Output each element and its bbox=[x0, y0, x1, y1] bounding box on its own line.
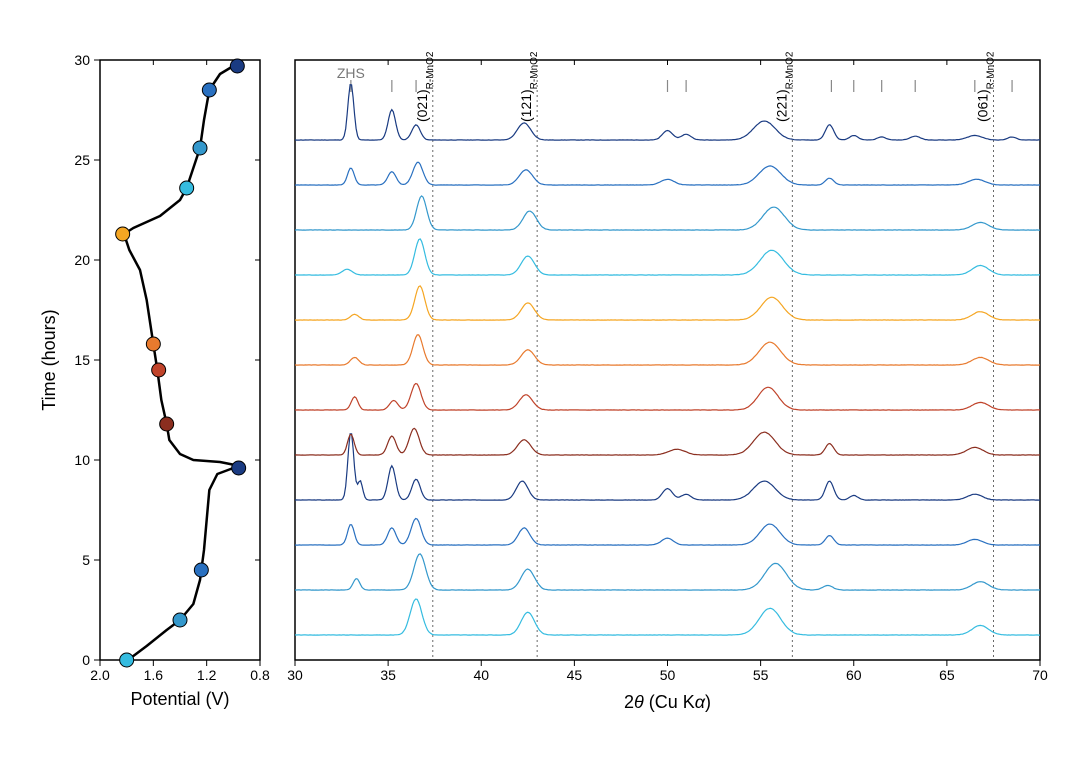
time-marker bbox=[116, 227, 130, 241]
ytick-label: 10 bbox=[74, 452, 90, 468]
ytick-label: 5 bbox=[82, 552, 90, 568]
xrd-trace bbox=[295, 286, 1040, 320]
xrd-trace bbox=[295, 428, 1040, 455]
reflection-label: (221)R-MnO2 bbox=[773, 51, 795, 122]
xlabel: 2θ (Cu Kα) bbox=[624, 692, 711, 712]
zhs-label: ZHS bbox=[337, 65, 365, 81]
xrd-trace bbox=[295, 85, 1040, 140]
time-marker bbox=[146, 337, 160, 351]
xrd-trace bbox=[295, 196, 1040, 230]
xrd-trace bbox=[295, 554, 1040, 590]
xtick-label: 60 bbox=[846, 667, 862, 683]
time-marker bbox=[152, 363, 166, 377]
time-marker bbox=[232, 461, 246, 475]
left-panel: 0 5 10 15 20 25 30 2.0 1.6 1.2 0.8 Potential (V) Tim… bbox=[39, 52, 270, 709]
xrd-trace bbox=[295, 519, 1040, 546]
xtick-label: 30 bbox=[287, 667, 303, 683]
ytick-label: 0 bbox=[82, 652, 90, 668]
xrd-trace bbox=[295, 434, 1040, 500]
reflection-label: (061)R-MnO2 bbox=[974, 51, 996, 122]
xtick-label: 1.6 bbox=[144, 667, 164, 683]
potential-curve bbox=[124, 64, 240, 660]
xtick-label: 45 bbox=[567, 667, 583, 683]
time-marker bbox=[180, 181, 194, 195]
xtick-label: 2.0 bbox=[90, 667, 110, 683]
reflection-label: (121)R-MnO2 bbox=[518, 51, 540, 122]
time-marker bbox=[173, 613, 187, 627]
figure-container: 0 5 10 15 20 25 30 2.0 1.6 1.2 0.8 Potential (V) Tim… bbox=[20, 20, 1060, 740]
time-marker bbox=[193, 141, 207, 155]
xrd-traces bbox=[295, 85, 1040, 635]
reflection-label: (021)R-MnO2 bbox=[414, 51, 436, 122]
xrd-trace bbox=[295, 239, 1040, 275]
xtick-label: 1.2 bbox=[197, 667, 217, 683]
ytick-label: 20 bbox=[74, 252, 90, 268]
figure-svg: 0 5 10 15 20 25 30 2.0 1.6 1.2 0.8 Potential (V) Tim… bbox=[20, 20, 1060, 740]
xlabel: Potential (V) bbox=[130, 689, 229, 709]
ytick-label: 25 bbox=[74, 152, 90, 168]
xtick-label: 55 bbox=[753, 667, 769, 683]
time-marker bbox=[194, 563, 208, 577]
xrd-trace bbox=[295, 162, 1040, 185]
xrd-trace bbox=[295, 384, 1040, 411]
xtick-label: 35 bbox=[380, 667, 396, 683]
xrd-trace bbox=[295, 335, 1040, 365]
ylabel: Time (hours) bbox=[39, 309, 59, 410]
time-marker bbox=[160, 417, 174, 431]
time-marker bbox=[120, 653, 134, 667]
xtick-label: 70 bbox=[1032, 667, 1048, 683]
right-panel: 30 35 40 45 50 55 60 65 70 2θ (Cu Kα) (021)R-MnO2 (… bbox=[287, 51, 1048, 712]
time-marker bbox=[230, 59, 244, 73]
ytick-label: 15 bbox=[74, 352, 90, 368]
xrd-trace bbox=[295, 599, 1040, 635]
ytick-label: 30 bbox=[74, 52, 90, 68]
time-marker bbox=[202, 83, 216, 97]
xtick-label: 65 bbox=[939, 667, 955, 683]
xtick-label: 50 bbox=[660, 667, 676, 683]
xtick-label: 40 bbox=[473, 667, 489, 683]
xtick-label: 0.8 bbox=[250, 667, 270, 683]
